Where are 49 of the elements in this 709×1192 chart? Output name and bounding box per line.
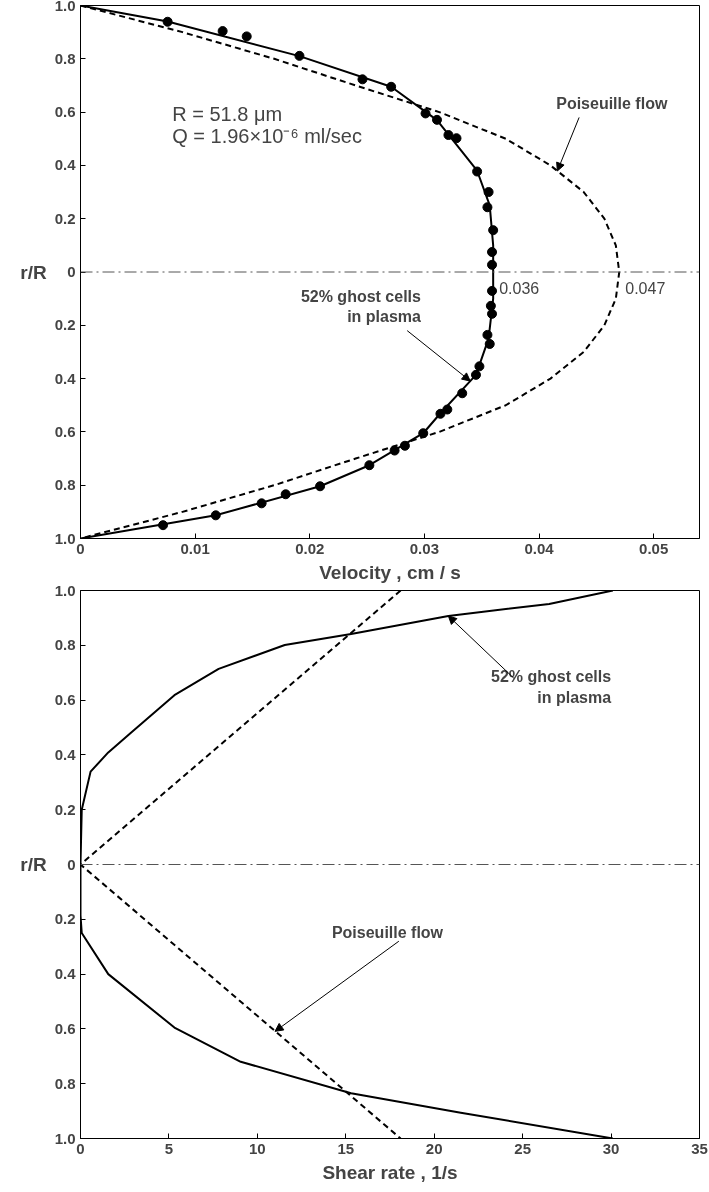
- x-tick-label: 30: [602, 1139, 620, 1157]
- y-tick-label: 1.0: [54, 1129, 76, 1147]
- y-tick-label: 0.2: [54, 800, 76, 818]
- x-tick-label: 25: [514, 1139, 531, 1157]
- y-tick-label: 0.6: [54, 1019, 76, 1037]
- y-tick-label: 0.8: [54, 476, 76, 494]
- x-axis-title: Velocity , cm / s: [319, 561, 461, 583]
- y-axis-title: r/R: [20, 854, 47, 875]
- y-tick-label: 1.0: [54, 581, 76, 599]
- x-tick-label: 0.05: [639, 539, 669, 557]
- point: [241, 31, 252, 42]
- x-tick-label: 10: [249, 1139, 266, 1157]
- y-tick-label: 1.0: [54, 529, 76, 547]
- annotation: 52% ghost cells in plasma: [300, 287, 422, 326]
- x-tick-label: 20: [425, 1139, 443, 1157]
- y-tick-label: 0.8: [54, 1074, 76, 1092]
- x-tick-label: 0.01: [180, 539, 210, 557]
- y-tick-label: 0.6: [54, 103, 76, 121]
- x-axis-title: Shear rate , 1/s: [322, 1161, 458, 1183]
- y-tick-label: 0.4: [54, 745, 77, 763]
- y-tick-label: 0.6: [54, 422, 76, 440]
- x-tick-label: 15: [337, 1139, 355, 1157]
- annotation: 0.036: [499, 280, 540, 297]
- annotation: Poiseuille flow: [331, 924, 444, 942]
- y-tick-label: 0.8: [54, 636, 76, 654]
- x-tick-label: 0.03: [409, 539, 439, 557]
- y-tick-label: 0.4: [54, 369, 77, 387]
- x-tick-label: 5: [164, 1139, 174, 1157]
- y-axis-title: r/R: [20, 261, 47, 283]
- annotation: Q = 1.96×10⁻⁶ ml/sec: [172, 124, 362, 147]
- y-tick-label: 0.2: [54, 910, 76, 928]
- x-tick-label: 0.04: [524, 539, 555, 557]
- x-tick-label: 0.02: [295, 539, 325, 557]
- annotation: Poiseuille flow: [556, 95, 668, 113]
- y-tick-label: 1.0: [54, 0, 76, 14]
- point: [451, 133, 462, 144]
- x-tick-label: 35: [691, 1139, 708, 1157]
- y-tick-label: 0.6: [54, 691, 76, 709]
- annotation: 0.047: [625, 280, 666, 297]
- annotation: 52% ghost cells in plasma: [491, 668, 612, 706]
- annotation: R = 51.8 μm: [172, 103, 283, 126]
- y-tick-label: 0: [67, 263, 76, 280]
- point: [217, 26, 228, 37]
- y-tick-label: 0.8: [54, 49, 76, 67]
- y-tick-label: 0: [67, 855, 76, 873]
- y-tick-label: 0.4: [54, 965, 77, 983]
- y-tick-label: 0.2: [54, 209, 76, 227]
- y-tick-label: 0.2: [54, 316, 76, 334]
- y-tick-label: 0.4: [54, 156, 77, 174]
